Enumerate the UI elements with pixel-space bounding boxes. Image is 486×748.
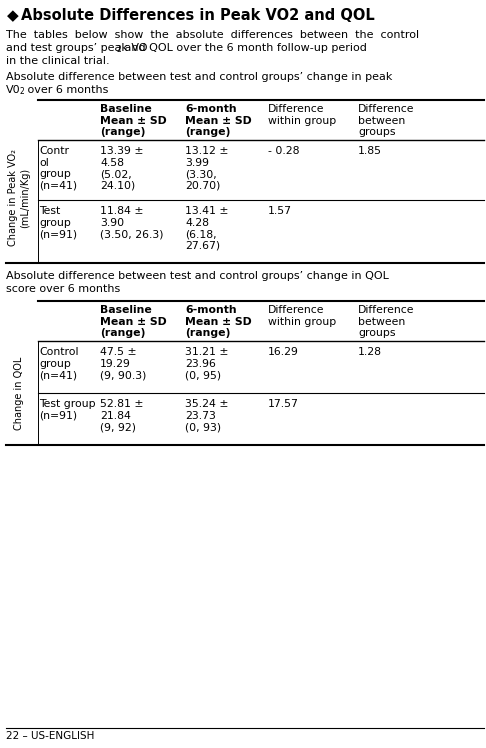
Text: Test group
(n=91): Test group (n=91) xyxy=(39,399,96,420)
Text: Absolute difference between test and control groups’ change in QOL: Absolute difference between test and con… xyxy=(6,271,389,281)
Text: 31.21 ±
23.96
(0, 95): 31.21 ± 23.96 (0, 95) xyxy=(185,347,228,380)
Text: Test
group
(n=91): Test group (n=91) xyxy=(39,206,77,239)
Text: Change in QOL: Change in QOL xyxy=(14,356,24,429)
Text: Difference
within group: Difference within group xyxy=(268,305,336,327)
Text: 2: 2 xyxy=(116,45,121,54)
Text: 2: 2 xyxy=(19,87,24,96)
Text: Baseline
Mean ± SD
(range): Baseline Mean ± SD (range) xyxy=(100,305,167,338)
Text: score over 6 months: score over 6 months xyxy=(6,284,120,294)
Text: in the clinical trial.: in the clinical trial. xyxy=(6,56,110,66)
Text: 17.57: 17.57 xyxy=(268,399,299,409)
Text: 22 – US-ENGLISH: 22 – US-ENGLISH xyxy=(6,731,94,741)
Text: 1.85: 1.85 xyxy=(358,146,382,156)
Text: ◆: ◆ xyxy=(7,8,19,23)
Text: Difference
between
groups: Difference between groups xyxy=(358,305,415,338)
Text: Absolute difference between test and control groups’ change in peak: Absolute difference between test and con… xyxy=(6,72,392,82)
Text: and test groups’ peak VO: and test groups’ peak VO xyxy=(6,43,147,53)
Text: 6-month
Mean ± SD
(range): 6-month Mean ± SD (range) xyxy=(185,104,252,137)
Text: 13.12 ±
3.99
(3.30,
20.70): 13.12 ± 3.99 (3.30, 20.70) xyxy=(185,146,228,191)
Text: 35.24 ±
23.73
(0, 93): 35.24 ± 23.73 (0, 93) xyxy=(185,399,228,432)
Text: Difference
within group: Difference within group xyxy=(268,104,336,126)
Text: 16.29: 16.29 xyxy=(268,347,299,357)
Text: 6-month
Mean ± SD
(range): 6-month Mean ± SD (range) xyxy=(185,305,252,338)
Text: Contr
ol
group
(n=41): Contr ol group (n=41) xyxy=(39,146,77,191)
Text: Control
group
(n=41): Control group (n=41) xyxy=(39,347,79,380)
Text: V0: V0 xyxy=(6,85,20,95)
Text: 13.41 ±
4.28
(6.18,
27.67): 13.41 ± 4.28 (6.18, 27.67) xyxy=(185,206,228,251)
Text: 52.81 ±
21.84
(9, 92): 52.81 ± 21.84 (9, 92) xyxy=(100,399,143,432)
Text: Change in Peak VO₂: Change in Peak VO₂ xyxy=(8,149,18,246)
Text: Absolute Differences in Peak VO2 and QOL: Absolute Differences in Peak VO2 and QOL xyxy=(21,8,375,23)
Text: 11.84 ±
3.90
(3.50, 26.3): 11.84 ± 3.90 (3.50, 26.3) xyxy=(100,206,163,239)
Text: 1.57: 1.57 xyxy=(268,206,292,216)
Text: 1.28: 1.28 xyxy=(358,347,382,357)
Text: (mL/min/Kg): (mL/min/Kg) xyxy=(20,168,30,227)
Text: and QOL over the 6 month follow-up period: and QOL over the 6 month follow-up perio… xyxy=(121,43,367,53)
Text: 13.39 ±
4.58
(5.02,
24.10): 13.39 ± 4.58 (5.02, 24.10) xyxy=(100,146,143,191)
Text: Baseline
Mean ± SD
(range): Baseline Mean ± SD (range) xyxy=(100,104,167,137)
Text: - 0.28: - 0.28 xyxy=(268,146,299,156)
Text: over 6 months: over 6 months xyxy=(24,85,108,95)
Text: The  tables  below  show  the  absolute  differences  between  the  control: The tables below show the absolute diffe… xyxy=(6,30,419,40)
Text: 47.5 ±
19.29
(9, 90.3): 47.5 ± 19.29 (9, 90.3) xyxy=(100,347,146,380)
Text: Difference
between
groups: Difference between groups xyxy=(358,104,415,137)
